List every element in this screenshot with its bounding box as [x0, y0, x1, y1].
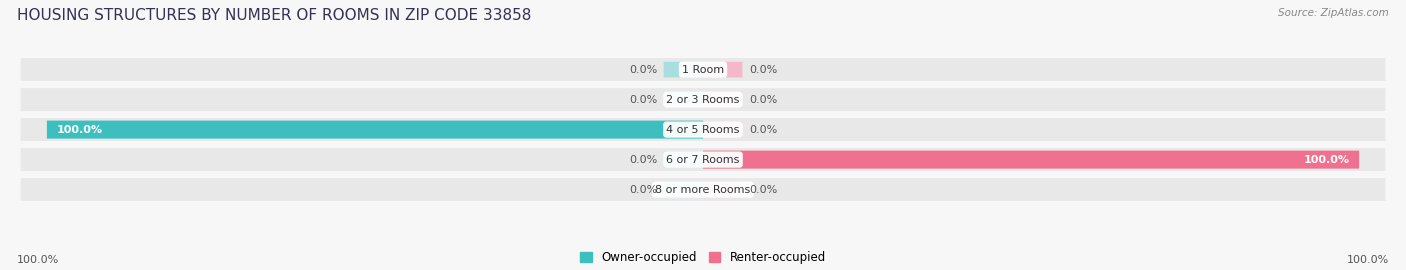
Text: 0.0%: 0.0%: [628, 155, 657, 165]
FancyBboxPatch shape: [664, 62, 703, 77]
Text: 100.0%: 100.0%: [56, 124, 103, 135]
Text: 0.0%: 0.0%: [749, 94, 778, 104]
FancyBboxPatch shape: [21, 118, 1385, 141]
Text: Source: ZipAtlas.com: Source: ZipAtlas.com: [1278, 8, 1389, 18]
Text: 100.0%: 100.0%: [1303, 155, 1350, 165]
FancyBboxPatch shape: [664, 92, 703, 107]
Text: 8 or more Rooms: 8 or more Rooms: [655, 185, 751, 195]
FancyBboxPatch shape: [703, 182, 742, 197]
FancyBboxPatch shape: [703, 92, 742, 107]
FancyBboxPatch shape: [664, 122, 703, 137]
FancyBboxPatch shape: [703, 151, 1360, 168]
Text: 100.0%: 100.0%: [1347, 255, 1389, 265]
FancyBboxPatch shape: [664, 152, 703, 167]
Text: 4 or 5 Rooms: 4 or 5 Rooms: [666, 124, 740, 135]
Text: 0.0%: 0.0%: [628, 94, 657, 104]
Text: 1 Room: 1 Room: [682, 65, 724, 75]
Text: 0.0%: 0.0%: [749, 65, 778, 75]
Text: 0.0%: 0.0%: [628, 65, 657, 75]
Text: 0.0%: 0.0%: [628, 185, 657, 195]
Text: 2 or 3 Rooms: 2 or 3 Rooms: [666, 94, 740, 104]
Text: 0.0%: 0.0%: [749, 185, 778, 195]
Text: 6 or 7 Rooms: 6 or 7 Rooms: [666, 155, 740, 165]
FancyBboxPatch shape: [703, 122, 742, 137]
FancyBboxPatch shape: [21, 88, 1385, 111]
Text: 100.0%: 100.0%: [17, 255, 59, 265]
FancyBboxPatch shape: [703, 152, 742, 167]
FancyBboxPatch shape: [21, 58, 1385, 81]
FancyBboxPatch shape: [21, 148, 1385, 171]
FancyBboxPatch shape: [703, 62, 742, 77]
Text: 0.0%: 0.0%: [749, 124, 778, 135]
Legend: Owner-occupied, Renter-occupied: Owner-occupied, Renter-occupied: [579, 251, 827, 264]
FancyBboxPatch shape: [46, 121, 703, 139]
FancyBboxPatch shape: [664, 182, 703, 197]
FancyBboxPatch shape: [21, 178, 1385, 201]
Text: HOUSING STRUCTURES BY NUMBER OF ROOMS IN ZIP CODE 33858: HOUSING STRUCTURES BY NUMBER OF ROOMS IN…: [17, 8, 531, 23]
